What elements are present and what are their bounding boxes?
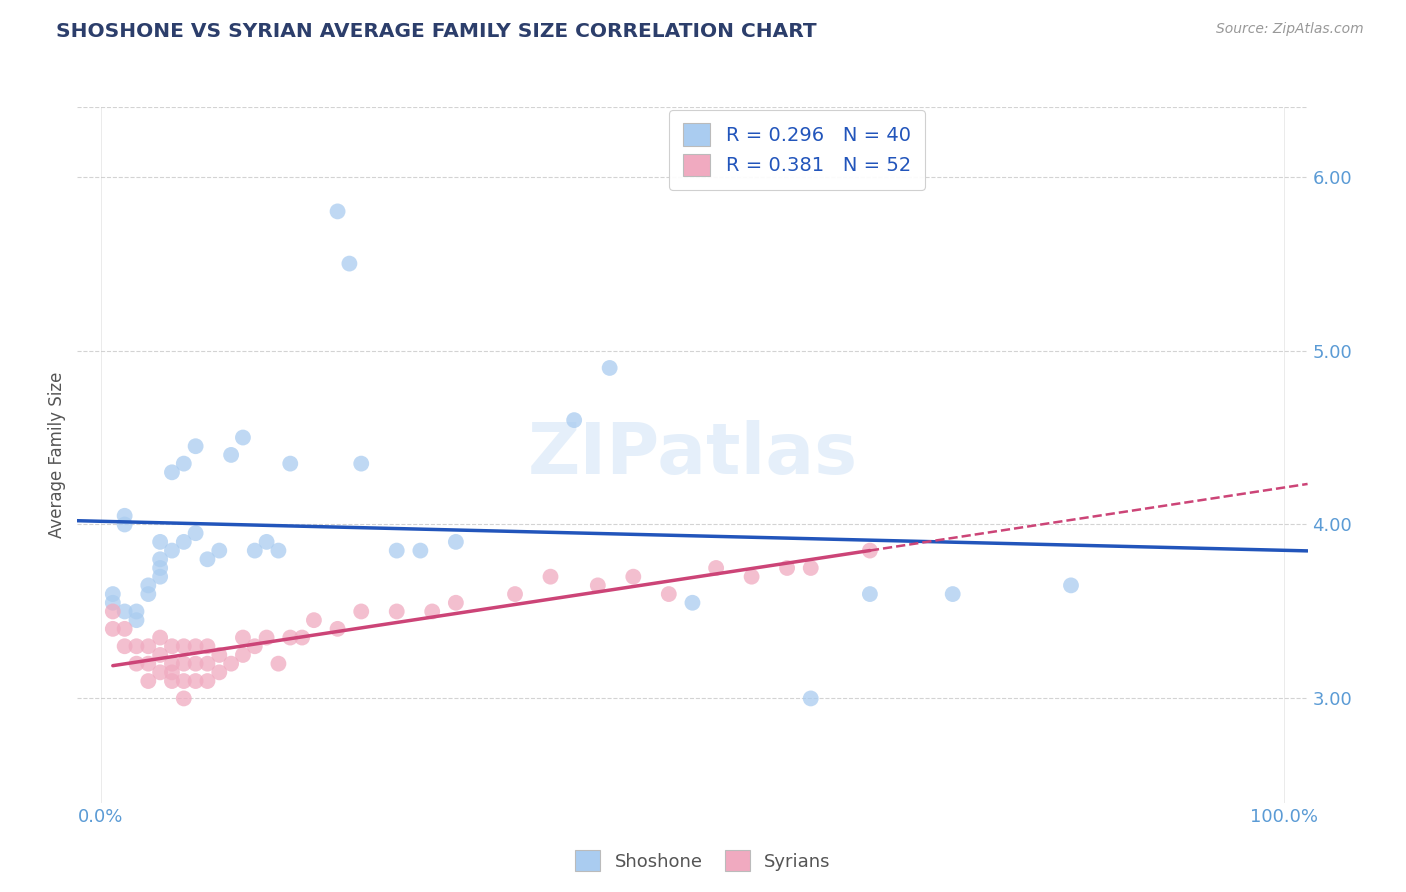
Point bbox=[149, 552, 172, 566]
Point bbox=[101, 622, 124, 636]
Point bbox=[101, 605, 124, 619]
Point bbox=[243, 639, 266, 653]
Point bbox=[125, 639, 148, 653]
Point bbox=[350, 457, 373, 471]
Point bbox=[184, 673, 207, 688]
Point bbox=[267, 657, 290, 671]
Point bbox=[800, 691, 823, 706]
Y-axis label: Average Family Size: Average Family Size bbox=[48, 372, 66, 538]
Point bbox=[339, 257, 361, 271]
Point bbox=[444, 596, 467, 610]
Point bbox=[160, 657, 183, 671]
Point bbox=[114, 622, 136, 636]
Point bbox=[173, 457, 195, 471]
Point bbox=[101, 596, 124, 610]
Point bbox=[136, 657, 159, 671]
Point bbox=[385, 605, 408, 619]
Point bbox=[160, 665, 183, 680]
Point bbox=[208, 665, 231, 680]
Point bbox=[232, 648, 254, 662]
Text: Source: ZipAtlas.com: Source: ZipAtlas.com bbox=[1216, 22, 1364, 37]
Point bbox=[243, 543, 266, 558]
Point bbox=[125, 605, 148, 619]
Point bbox=[149, 570, 172, 584]
Point bbox=[184, 639, 207, 653]
Point bbox=[800, 561, 823, 575]
Point bbox=[942, 587, 965, 601]
Point bbox=[302, 613, 325, 627]
Point bbox=[219, 657, 242, 671]
Point bbox=[197, 673, 219, 688]
Point bbox=[326, 622, 349, 636]
Point bbox=[232, 631, 254, 645]
Point bbox=[540, 570, 562, 584]
Point bbox=[149, 665, 172, 680]
Point bbox=[256, 631, 278, 645]
Point bbox=[114, 517, 136, 532]
Point bbox=[197, 639, 219, 653]
Point bbox=[621, 570, 644, 584]
Point bbox=[136, 673, 159, 688]
Point bbox=[1060, 578, 1083, 592]
Point bbox=[586, 578, 609, 592]
Point bbox=[776, 561, 799, 575]
Point bbox=[503, 587, 526, 601]
Point bbox=[136, 578, 159, 592]
Point bbox=[114, 639, 136, 653]
Point bbox=[125, 613, 148, 627]
Point bbox=[658, 587, 681, 601]
Point bbox=[409, 543, 432, 558]
Point bbox=[208, 543, 231, 558]
Point bbox=[267, 543, 290, 558]
Point bbox=[197, 552, 219, 566]
Point bbox=[136, 587, 159, 601]
Point bbox=[562, 413, 585, 427]
Point bbox=[114, 508, 136, 523]
Point bbox=[326, 204, 349, 219]
Point bbox=[114, 605, 136, 619]
Point bbox=[173, 657, 195, 671]
Text: ZIPatlas: ZIPatlas bbox=[527, 420, 858, 490]
Legend: Shoshone, Syrians: Shoshone, Syrians bbox=[568, 843, 838, 879]
Point bbox=[350, 605, 373, 619]
Point bbox=[173, 673, 195, 688]
Point bbox=[173, 691, 195, 706]
Point bbox=[208, 648, 231, 662]
Point bbox=[160, 639, 183, 653]
Text: SHOSHONE VS SYRIAN AVERAGE FAMILY SIZE CORRELATION CHART: SHOSHONE VS SYRIAN AVERAGE FAMILY SIZE C… bbox=[56, 22, 817, 41]
Point bbox=[859, 543, 882, 558]
Point bbox=[682, 596, 704, 610]
Point bbox=[278, 631, 301, 645]
Point bbox=[704, 561, 727, 575]
Point bbox=[599, 360, 621, 375]
Point bbox=[149, 631, 172, 645]
Point bbox=[160, 673, 183, 688]
Point bbox=[160, 543, 183, 558]
Point bbox=[184, 439, 207, 453]
Point bbox=[232, 430, 254, 444]
Point bbox=[278, 457, 301, 471]
Point bbox=[184, 526, 207, 541]
Point bbox=[859, 587, 882, 601]
Point bbox=[173, 534, 195, 549]
Point bbox=[256, 534, 278, 549]
Point bbox=[160, 466, 183, 480]
Point bbox=[149, 561, 172, 575]
Point bbox=[136, 639, 159, 653]
Point bbox=[219, 448, 242, 462]
Point bbox=[741, 570, 763, 584]
Point bbox=[385, 543, 408, 558]
Point bbox=[420, 605, 443, 619]
Point bbox=[125, 657, 148, 671]
Point bbox=[173, 639, 195, 653]
Legend: R = 0.296   N = 40, R = 0.381   N = 52: R = 0.296 N = 40, R = 0.381 N = 52 bbox=[669, 110, 925, 190]
Point bbox=[149, 648, 172, 662]
Point bbox=[101, 587, 124, 601]
Point bbox=[291, 631, 314, 645]
Point bbox=[184, 657, 207, 671]
Point bbox=[444, 534, 467, 549]
Point bbox=[149, 534, 172, 549]
Point bbox=[197, 657, 219, 671]
